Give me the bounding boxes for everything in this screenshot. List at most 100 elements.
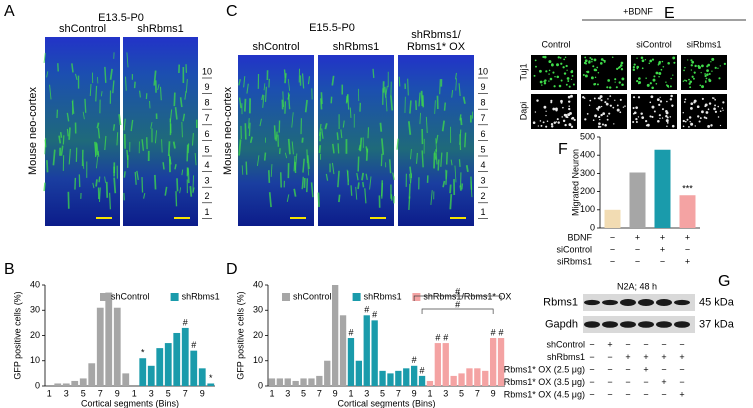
cell-dot [553, 121, 557, 124]
cell-dot [640, 112, 643, 115]
cell-dot [582, 95, 585, 99]
neuron-streak [390, 95, 394, 111]
cell-dot [701, 110, 704, 114]
bar [190, 350, 198, 386]
cell-dot [555, 121, 558, 123]
x-tick-label: 3 [443, 388, 448, 398]
neuron-streak [194, 152, 197, 166]
condition-sign: − [679, 364, 684, 374]
cell-dot [613, 123, 615, 125]
cell-dot [621, 83, 624, 87]
cell-dot [648, 62, 651, 65]
cell-dot [539, 120, 542, 122]
cell-dot [539, 80, 543, 84]
cell-dot [548, 80, 550, 82]
condition-sign: + [660, 232, 665, 242]
condition-sign: − [685, 244, 690, 254]
cell-dot [652, 78, 656, 82]
bar [679, 195, 696, 228]
cell-dot [711, 70, 713, 72]
bar [395, 370, 402, 386]
condition-label: siControl [556, 244, 592, 254]
neuron-streak [415, 100, 418, 111]
cell-dot [616, 104, 619, 107]
neuron-streak [186, 144, 189, 162]
neuron-streak [104, 176, 106, 183]
neuron-streak [109, 68, 113, 80]
condition-sign: + [643, 364, 648, 374]
neuron-streak [372, 68, 375, 78]
x-tick-label: 9 [200, 388, 205, 398]
cell-dot [567, 80, 570, 82]
cell-dot [706, 69, 709, 73]
cell-dot [604, 123, 607, 127]
neuron-streak [459, 114, 462, 121]
bar [276, 378, 284, 386]
neuron-streak [337, 170, 340, 188]
cell-dot [690, 106, 693, 110]
bin-label: 1 [204, 207, 209, 217]
cell-dot [593, 83, 596, 86]
panel-label: D [226, 261, 238, 278]
neuron-streak [185, 79, 188, 93]
panel-label: C [226, 3, 238, 20]
cell-dot [565, 83, 568, 86]
condition-sign: − [610, 232, 615, 242]
bar [654, 149, 671, 228]
blot-band [620, 299, 636, 306]
blot-band [656, 299, 672, 306]
bar [164, 343, 172, 386]
neuron-streak [82, 111, 85, 120]
neuron-streak [168, 154, 172, 162]
neuron-streak [46, 71, 49, 78]
cell-dot [571, 75, 574, 77]
neuron-streak [318, 123, 322, 137]
cell-dot [691, 75, 694, 78]
neuron-streak [410, 148, 412, 160]
cell-dot [684, 120, 687, 123]
cell-dot [708, 102, 712, 105]
cell-dot [712, 97, 714, 99]
bar [629, 172, 646, 228]
x-tick-label: 7 [396, 388, 401, 398]
cell-dot [688, 116, 692, 119]
bin-label: 2 [204, 191, 209, 201]
cell-dot [672, 74, 674, 76]
cell-dot [699, 84, 702, 87]
neuron-streak [43, 182, 46, 192]
cell-dot [688, 82, 691, 85]
bar [88, 363, 96, 386]
cell-dot [690, 59, 693, 62]
condition-sign: + [661, 352, 666, 362]
neuron-streak [191, 133, 194, 146]
x-tick-label: 9 [333, 388, 338, 398]
neuron-streak [418, 92, 421, 107]
neuron-streak [324, 123, 328, 130]
neuron-streak [154, 174, 157, 190]
cell-dot [599, 95, 603, 98]
neuron-streak [184, 90, 187, 100]
cell-dot [719, 110, 722, 113]
neuron-streak [434, 100, 436, 114]
bracket-label: # [455, 286, 460, 296]
neuron-streak [381, 138, 385, 155]
neuron-streak [385, 85, 388, 95]
bar [173, 332, 181, 386]
cell-dot [701, 97, 704, 100]
cell-dot [707, 108, 710, 111]
cell-dot [609, 104, 612, 107]
cell-dot [588, 60, 591, 63]
panel-label: B [4, 261, 15, 278]
neuron-streak [241, 165, 244, 175]
cell-dot [602, 112, 606, 115]
cell-dot [714, 66, 717, 69]
cell-dot [672, 56, 676, 60]
neuron-streak [347, 170, 349, 186]
cell-dot [620, 61, 624, 65]
neuron-streak [392, 172, 395, 181]
neuron-streak [449, 184, 452, 194]
neuron-streak [62, 135, 65, 145]
cell-dot [684, 66, 686, 69]
condition-label: siRbms1 [557, 256, 592, 266]
cell-dot [658, 60, 662, 64]
